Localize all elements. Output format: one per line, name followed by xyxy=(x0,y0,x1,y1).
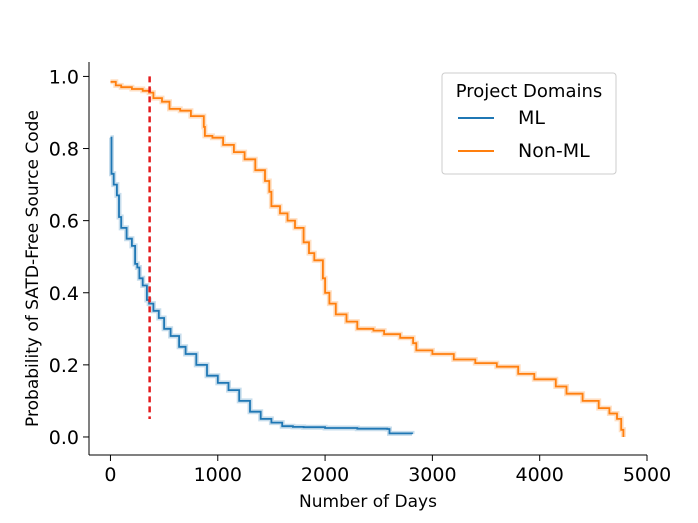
confidence-band-ml xyxy=(109,135,415,436)
y-tick-label: 0.6 xyxy=(49,211,79,233)
y-tick-label: 0.8 xyxy=(49,139,79,161)
x-tick-label: 1000 xyxy=(194,464,242,486)
x-tick-label: 5000 xyxy=(623,464,671,486)
series-line-ml xyxy=(110,136,413,435)
x-tick-label: 0 xyxy=(104,464,116,486)
y-tick-label: 1.0 xyxy=(49,66,79,88)
y-tick-label: 0.4 xyxy=(49,283,79,305)
x-tick-label: 3000 xyxy=(408,464,456,486)
y-axis-ticks: 0.0 0.2 0.4 0.6 0.8 1.0 xyxy=(49,66,89,449)
legend: Project Domains ML Non-ML xyxy=(441,72,617,175)
series-line-non-ml xyxy=(110,80,625,437)
legend-frame xyxy=(441,72,617,175)
x-axis-label: Number of Days xyxy=(299,492,437,512)
y-tick-label: 0.2 xyxy=(49,355,79,377)
legend-label-ml: ML xyxy=(518,107,545,129)
y-tick-label: 0.0 xyxy=(49,427,79,449)
y-axis-label: Probability of SATD-Free Source Code xyxy=(23,110,43,427)
x-axis-ticks: 0 1000 2000 3000 4000 5000 xyxy=(104,455,671,486)
legend-label-non-ml: Non-ML xyxy=(518,140,590,162)
series-layer xyxy=(109,79,626,437)
plot-area: 0.0 0.2 0.4 0.6 0.8 1.0 0 1000 2000 3000 4000 5000 xyxy=(49,62,671,486)
legend-title: Project Domains xyxy=(456,81,603,102)
x-tick-label: 2000 xyxy=(301,464,349,486)
x-tick-label: 4000 xyxy=(516,464,564,486)
